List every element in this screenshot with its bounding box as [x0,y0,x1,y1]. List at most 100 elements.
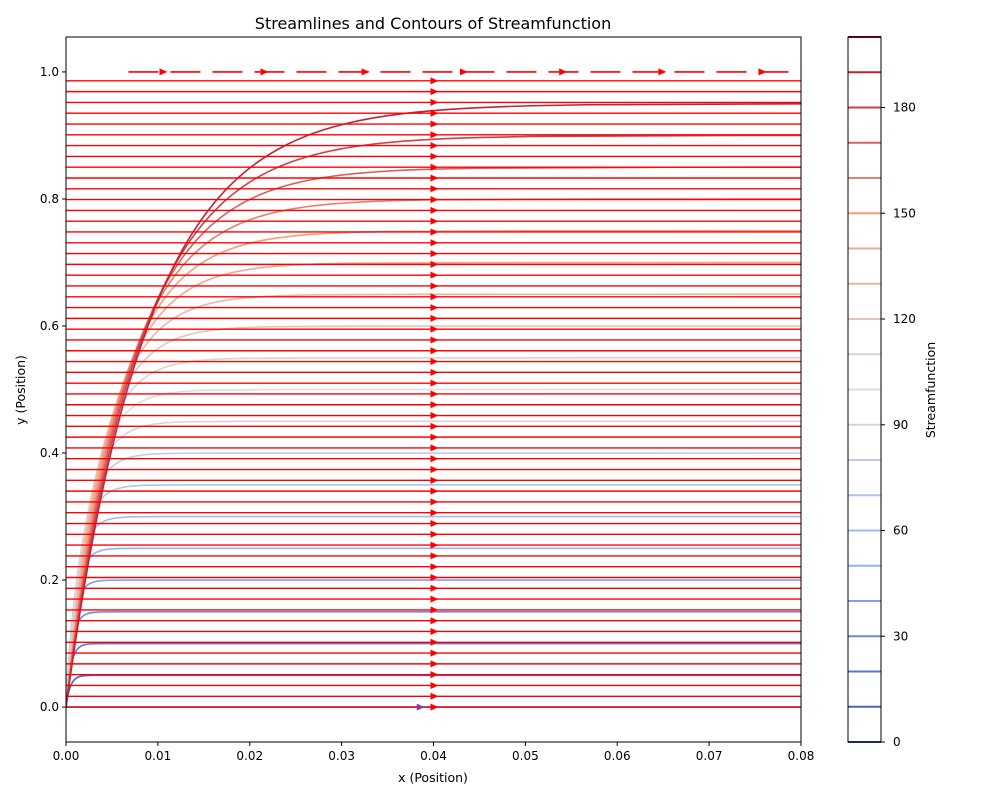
colorbar-frame [847,36,882,743]
x-tick-label: 0.07 [696,749,723,763]
y-axis-title: y (Position) [13,355,28,425]
streamline-arrow [430,217,439,225]
streamline-arrow [430,595,439,603]
streamline-arrow [430,379,439,387]
streamline-arrow [430,347,439,355]
streamline-arrow [430,552,439,560]
y-tick-label: 0.4 [40,446,59,460]
chart-title: Streamlines and Contours of Streamfuncti… [255,14,611,33]
colorbar-tick-label: 0 [893,735,901,749]
x-tick-label: 0.01 [145,749,172,763]
streamline-arrow [430,617,439,625]
streamline-arrow [430,293,439,301]
streamline-arrow [430,282,439,290]
streamline-arrow [430,77,439,85]
streamline-arrow [430,260,439,268]
colorbar-tick-label: 30 [893,629,908,643]
streamline-arrow [430,228,439,236]
streamline-arrow [430,390,439,398]
streamline-arrow [430,88,439,96]
streamlines [66,68,801,711]
contour-line [66,547,801,708]
streamline-arrow [430,574,439,581]
x-axis-ticks: 0.00 0.01 0.02 0.03 0.04 0.05 0.06 0.07 0.08 [53,742,815,763]
streamline-arrow [430,433,439,441]
x-tick-label: 0.05 [512,749,539,763]
streamline-arrow [430,455,439,463]
streamline-arrow [430,185,439,193]
x-tick-label: 0.03 [328,749,355,763]
x-tick-label: 0.08 [788,749,815,763]
streamline-arrow [159,68,168,76]
streamline-arrow [430,271,439,279]
y-tick-label: 0.2 [40,573,59,587]
streamline-arrow [430,142,439,150]
streamline-arrow [430,606,439,614]
streamline-arrow [430,638,439,646]
streamline-arrow [430,444,439,452]
colorbar-tick-label: 90 [893,418,908,432]
colorbar-tick-label: 180 [893,101,916,115]
streamline-arrow [430,681,439,689]
streamline-arrow [430,563,439,571]
streamline-arrow [430,239,439,247]
streamline-arrow [430,584,439,592]
y-tick-label: 1.0 [40,65,59,79]
streamline-arrow [416,703,425,711]
contour-line [66,674,801,708]
streamline-arrow [430,703,439,711]
y-tick-label: 0.6 [40,319,59,333]
colorbar-tick-label: 60 [893,524,908,538]
streamline-arrow [430,487,439,495]
streamline-arrow [430,671,439,679]
streamline-arrow [430,250,439,258]
streamline-arrow [430,649,439,657]
streamline-arrow [361,68,370,76]
y-tick-label: 0.8 [40,192,59,206]
streamline-arrow [430,692,439,700]
streamline-arrow [559,68,568,76]
streamline-arrow [430,520,439,528]
streamline-arrow [430,541,439,549]
streamline-arrow [430,314,439,322]
streamline-arrow [430,368,439,376]
y-tick-label: 0.0 [40,700,59,714]
x-tick-label: 0.06 [604,749,631,763]
streamline-arrow [430,109,439,117]
streamline-arrow [430,325,439,333]
x-tick-label: 0.04 [420,749,447,763]
streamline-arrow [430,336,439,344]
streamline-arrow [430,206,439,214]
streamline-arrow [430,152,439,160]
colorbar-title: Streamfunction [923,342,938,438]
y-axis-ticks: 0.0 0.2 0.4 0.6 0.8 1.0 [40,65,66,714]
colorbar-tick-label: 150 [893,206,916,220]
streamline-arrow [430,412,439,420]
streamline-arrow [430,358,439,366]
streamline-arrow [260,68,269,76]
colorbar: 0 30 60 90 120 150 180 [847,36,916,749]
streamline-arrow [430,422,439,430]
streamline-arrow [459,68,468,76]
streamline-arrow [430,196,439,204]
streamline-arrow [430,509,439,517]
streamline-arrow [430,174,439,182]
x-axis-title: x (Position) [398,770,468,785]
streamline-arrow [430,304,439,312]
streamline-arrow [430,498,439,506]
streamline-arrow [430,660,439,668]
streamline-arrow [430,401,439,409]
streamline-arrow [430,627,439,635]
x-tick-label: 0.02 [236,749,263,763]
streamline-arrow [430,476,439,484]
streamline-arrow [430,98,439,106]
streamline-arrow [430,466,439,474]
streamline-arrow [758,68,767,76]
streamline-arrow [430,530,439,538]
streamline-arrow [430,120,439,128]
streamline-arrow [430,131,439,139]
colorbar-tick-label: 120 [893,312,916,326]
x-tick-label: 0.00 [53,749,80,763]
contour-line [66,610,801,708]
